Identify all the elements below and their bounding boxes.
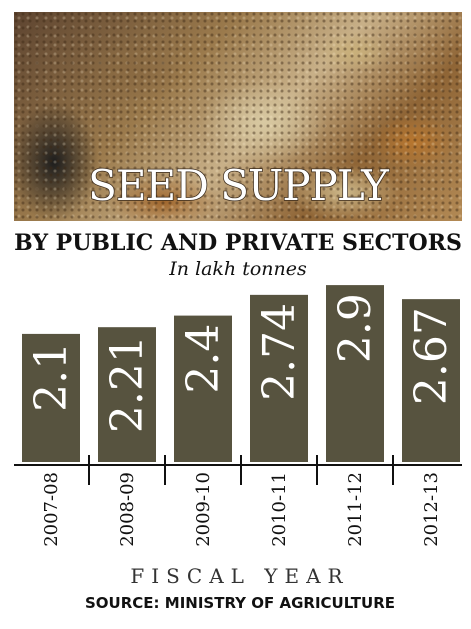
x-axis-label: FISCAL YEAR: [130, 564, 349, 588]
bar-2012-13: [402, 299, 460, 462]
bar-2007-08: [22, 333, 80, 462]
x-tick-label: 2009-10: [193, 472, 214, 547]
bar-2010-11: [250, 294, 308, 462]
bar-value-label: 2.1: [26, 342, 77, 412]
x-tick-label: 2007-08: [41, 472, 62, 547]
source-note: SOURCE: MINISTRY OF AGRICULTURE: [85, 594, 395, 612]
chart-subtitle: BY PUBLIC AND PRIVATE SECTORS: [14, 230, 462, 256]
x-tick-label: 2011-12: [345, 472, 366, 547]
x-tick-label: 2012-13: [421, 472, 442, 547]
bar-value-label: 2.74: [254, 303, 305, 401]
bar-value-label: 2.4: [178, 324, 229, 394]
bar-2009-10: [174, 315, 232, 462]
chart-title: SEED SUPPLY: [88, 161, 390, 210]
bar-value-label: 2.21: [102, 335, 153, 433]
bar-2011-12: [326, 285, 384, 462]
bar-value-label: 2.9: [330, 293, 381, 363]
x-tick-label: 2010-11: [269, 472, 290, 547]
seed-photo: [14, 12, 462, 221]
unit-label: In lakh tonnes: [168, 258, 307, 280]
bar-2008-09: [98, 327, 156, 462]
bar-value-label: 2.67: [406, 307, 457, 405]
x-tick-label: 2008-09: [117, 472, 138, 547]
